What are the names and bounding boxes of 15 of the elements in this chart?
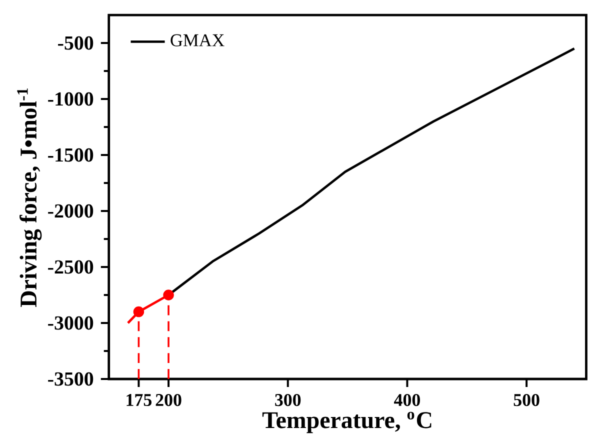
y-tick-label: -1500: [48, 148, 94, 162]
y-tick-label: -3000: [48, 316, 94, 330]
y-tick-label: -1000: [48, 92, 94, 106]
y-tick-label: -500: [58, 36, 94, 50]
y-tick-label: -3500: [48, 372, 94, 386]
y-tick-label: -2000: [48, 204, 94, 218]
x-tick-label: 300: [275, 394, 301, 406]
y-tick-label: -2500: [48, 260, 94, 274]
x-axis-title: Temperature, $^{o}$C: [262, 412, 432, 434]
legend-label: GMAX: [170, 34, 224, 46]
x-tick-label: 500: [514, 394, 540, 406]
x-tick-label: 175: [126, 394, 152, 406]
x-tick-label: 400: [394, 394, 420, 406]
x-tick-label: 200: [156, 394, 182, 406]
y-axis-title: Driving force, J•mol$^{-1}$: [17, 88, 42, 307]
